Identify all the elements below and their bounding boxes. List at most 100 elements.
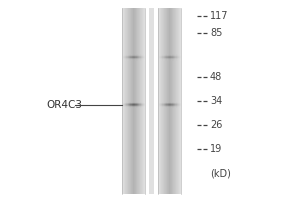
Bar	[160, 59, 161, 60]
Bar	[162, 102, 163, 103]
Bar	[159, 105, 160, 106]
Bar	[127, 107, 128, 108]
Bar	[134, 106, 135, 107]
Bar	[142, 103, 143, 104]
Bar	[172, 105, 173, 106]
Bar	[175, 56, 176, 57]
Bar	[176, 8, 177, 194]
Bar	[173, 103, 174, 104]
Bar	[129, 58, 130, 59]
Bar	[134, 103, 135, 104]
Bar	[129, 103, 130, 104]
Bar	[163, 106, 164, 107]
Bar	[129, 105, 130, 106]
Bar	[162, 107, 163, 108]
Bar	[174, 105, 175, 106]
Bar	[172, 56, 173, 57]
Bar	[133, 105, 134, 106]
Bar	[144, 59, 145, 60]
Bar	[134, 57, 135, 58]
Bar	[138, 107, 139, 108]
Bar	[174, 57, 175, 58]
Bar	[176, 106, 177, 107]
Bar	[166, 8, 167, 194]
Bar	[167, 103, 168, 104]
Bar	[138, 58, 139, 59]
Bar	[171, 8, 172, 194]
Bar	[170, 56, 171, 57]
Text: 85: 85	[210, 28, 222, 38]
Bar	[168, 103, 169, 104]
Bar	[167, 106, 168, 107]
Bar	[129, 103, 130, 104]
Bar	[134, 58, 135, 59]
Bar	[140, 104, 141, 105]
Bar	[179, 8, 180, 194]
Bar	[171, 55, 172, 56]
Bar	[158, 55, 159, 56]
Bar	[176, 58, 177, 59]
Bar	[140, 102, 141, 103]
Bar	[167, 107, 168, 108]
Bar	[140, 104, 141, 105]
Bar	[136, 54, 137, 55]
Bar	[142, 104, 143, 105]
Bar	[125, 102, 126, 103]
Bar	[128, 106, 129, 107]
Bar	[169, 104, 170, 105]
Bar	[135, 107, 136, 108]
Bar	[163, 104, 164, 105]
Bar	[159, 54, 160, 55]
Bar	[140, 103, 141, 104]
Bar	[131, 58, 132, 59]
Bar	[128, 57, 129, 58]
Bar	[174, 104, 175, 105]
Bar	[170, 57, 171, 58]
Bar	[179, 59, 180, 60]
Bar	[130, 106, 131, 107]
Bar	[143, 8, 144, 194]
Bar	[144, 57, 145, 58]
Bar	[136, 55, 137, 56]
Bar	[136, 60, 137, 61]
Bar	[129, 105, 130, 106]
Bar	[133, 106, 134, 107]
Bar	[132, 102, 133, 103]
Bar	[176, 104, 177, 105]
Bar	[167, 103, 168, 104]
Bar	[162, 104, 163, 105]
Bar	[173, 106, 174, 107]
Bar	[164, 105, 165, 106]
Bar	[137, 58, 138, 59]
Bar	[172, 104, 173, 105]
Bar	[139, 59, 140, 60]
Bar	[162, 58, 163, 59]
Bar	[161, 55, 162, 56]
Bar	[136, 59, 137, 60]
Bar	[136, 104, 137, 105]
Bar	[165, 58, 166, 59]
Bar	[133, 107, 134, 108]
Bar	[124, 58, 125, 59]
Bar	[134, 104, 135, 105]
Bar	[130, 104, 131, 105]
Bar	[140, 103, 141, 104]
Bar	[177, 105, 178, 106]
Bar	[133, 55, 134, 56]
Bar	[172, 106, 173, 107]
Bar	[139, 58, 140, 59]
Bar	[176, 103, 177, 104]
Bar	[167, 58, 168, 59]
Bar	[167, 102, 168, 103]
Bar	[169, 54, 170, 55]
Bar	[180, 106, 181, 107]
Bar	[133, 104, 134, 105]
Bar	[140, 107, 141, 108]
Bar	[140, 105, 141, 106]
Bar	[126, 106, 127, 107]
Bar	[171, 58, 172, 59]
Bar	[126, 103, 127, 104]
Bar	[125, 107, 126, 108]
Bar	[159, 105, 160, 106]
Bar	[164, 103, 165, 104]
